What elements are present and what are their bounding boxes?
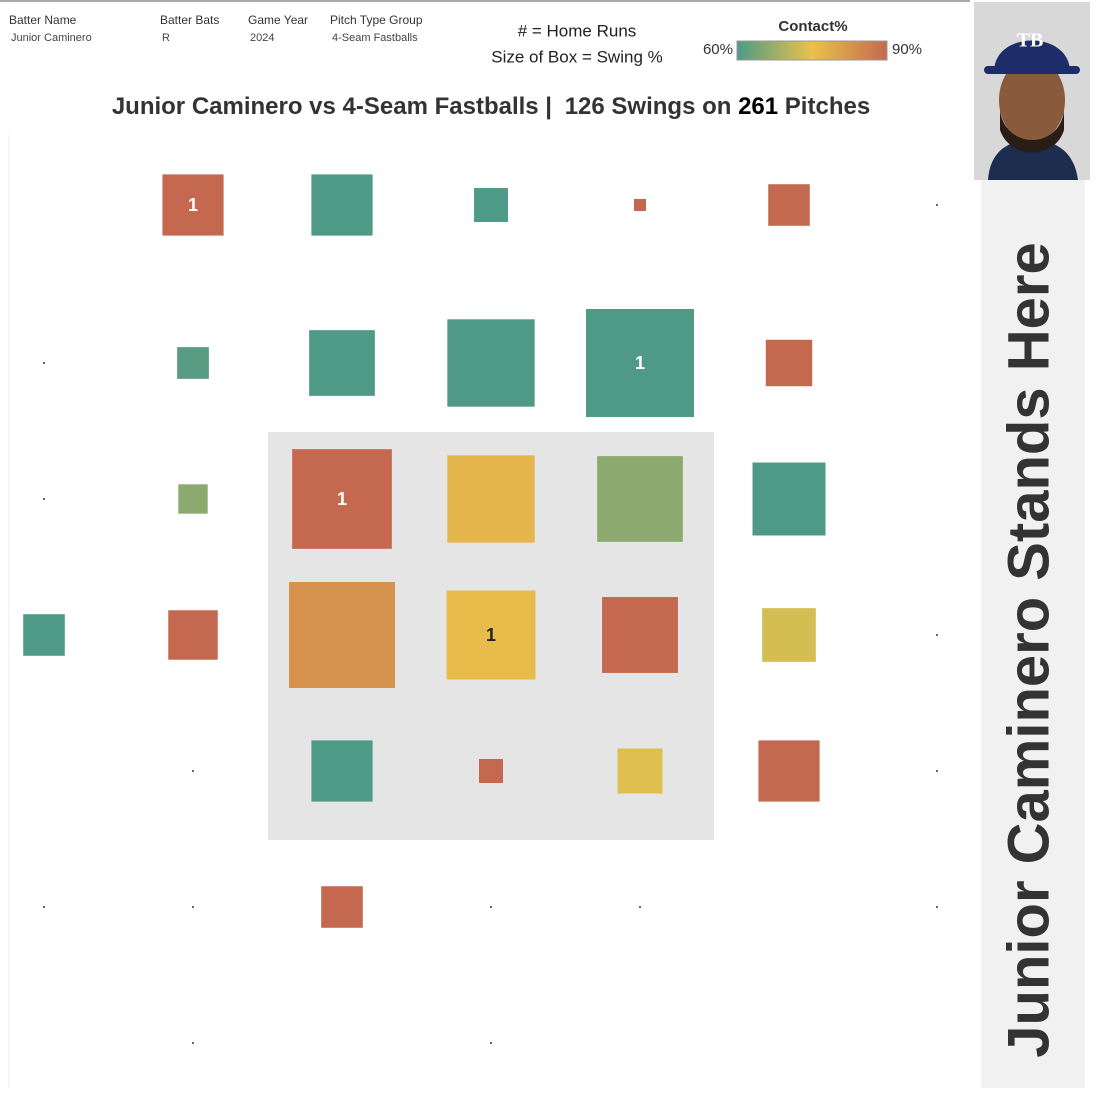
zone-box xyxy=(289,582,395,688)
filter-value: 4-Seam Fastballs xyxy=(332,32,418,44)
zone-box xyxy=(617,748,663,794)
empty-cell-dot xyxy=(43,498,45,500)
legend-title: Contact% xyxy=(778,18,847,35)
filter-label: Batter Bats xyxy=(160,13,219,27)
empty-cell-dot xyxy=(936,770,938,772)
home-run-count: 1 xyxy=(188,195,198,215)
zone-box xyxy=(602,597,678,673)
empty-cell-dot xyxy=(192,906,194,908)
zone-box xyxy=(762,608,816,662)
filter-label: Batter Name xyxy=(9,13,77,27)
zone-box xyxy=(321,886,363,928)
zone-box xyxy=(292,449,392,549)
title-part: 126 Swings on xyxy=(565,93,732,120)
empty-cell-dot xyxy=(192,1042,194,1044)
zone-box xyxy=(311,740,373,802)
zone-box xyxy=(447,455,535,543)
zone-box xyxy=(586,309,694,417)
legend-min: 60% xyxy=(703,41,733,58)
empty-cell-dot xyxy=(43,906,45,908)
empty-cell-dot xyxy=(936,204,938,206)
zone-box xyxy=(597,456,683,542)
filter-label: Pitch Type Group xyxy=(330,13,423,27)
note: # = Home Runs xyxy=(518,21,637,40)
zone-box xyxy=(768,184,810,226)
title-part: Junior Caminero vs 4-Seam Fastballs | xyxy=(112,93,552,120)
zone-box xyxy=(162,174,224,236)
empty-cell-dot xyxy=(490,1042,492,1044)
home-run-count: 1 xyxy=(635,353,645,373)
zone-box xyxy=(178,484,208,514)
empty-cell-dot xyxy=(490,906,492,908)
zone-box xyxy=(177,347,209,379)
filter-value: R xyxy=(162,32,170,44)
home-run-count: 1 xyxy=(337,489,347,509)
zone-box xyxy=(446,590,536,680)
zone-box xyxy=(309,330,375,396)
zone-box xyxy=(752,462,826,536)
zone-box xyxy=(634,199,646,211)
zone-box xyxy=(479,759,503,783)
chart-title: Junior Caminero vs 4-Seam Fastballs | 12… xyxy=(112,93,870,120)
zone-box xyxy=(311,174,373,236)
title-part: 261 xyxy=(738,93,778,120)
zone-box xyxy=(474,188,508,222)
color-legend-bar xyxy=(736,40,888,61)
zone-box xyxy=(765,339,813,387)
side-label: Junior Caminero Stands Here xyxy=(996,242,1061,1057)
side-panel xyxy=(981,180,1085,1088)
zone-box xyxy=(447,319,535,407)
home-run-count: 1 xyxy=(486,625,496,645)
note: Size of Box = Swing % xyxy=(491,47,663,66)
empty-cell-dot xyxy=(936,906,938,908)
filter-label: Game Year xyxy=(248,13,308,27)
player-photo: TB xyxy=(974,2,1090,180)
title-part: Pitches xyxy=(785,93,870,120)
legend-max: 90% xyxy=(892,41,922,58)
empty-cell-dot xyxy=(639,906,641,908)
empty-cell-dot xyxy=(936,634,938,636)
zone-box xyxy=(168,610,218,660)
svg-text:TB: TB xyxy=(1017,30,1044,52)
zone-box xyxy=(758,740,820,802)
filter-value: Junior Caminero xyxy=(11,32,92,44)
filter-value: 2024 xyxy=(250,32,274,44)
empty-cell-dot xyxy=(43,362,45,364)
zone-box xyxy=(23,614,65,656)
empty-cell-dot xyxy=(192,770,194,772)
